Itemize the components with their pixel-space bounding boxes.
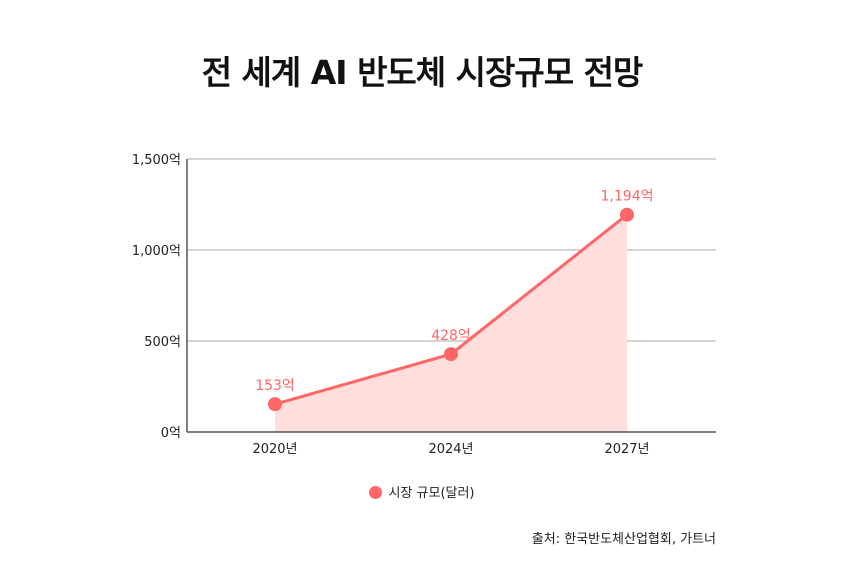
data-point — [444, 347, 458, 362]
x-tick-label: 2020년 — [252, 442, 297, 457]
area-fill — [275, 214, 627, 432]
data-point — [620, 207, 634, 222]
data-label: 428억 — [431, 328, 471, 344]
x-tick-label: 2024년 — [428, 442, 473, 457]
y-tick-label: 1,000억 — [132, 244, 181, 259]
x-tick-label: 2027년 — [604, 442, 649, 457]
source-note: 출처: 한국반도체산업협회, 가트너 — [531, 532, 716, 547]
legend-label: 시장 규모(달러) — [388, 486, 475, 501]
y-tick-label: 0억 — [161, 426, 181, 441]
y-tick-label: 500억 — [144, 335, 181, 350]
legend: 시장 규모(달러) — [0, 482, 844, 501]
chart-title: 전 세계 AI 반도체 시장규모 전망 — [201, 53, 644, 92]
data-label: 153억 — [255, 378, 295, 394]
data-point — [268, 397, 282, 412]
y-tick-label: 1,500억 — [132, 153, 181, 168]
legend-marker — [369, 486, 383, 499]
data-label: 1,194억 — [601, 189, 654, 205]
